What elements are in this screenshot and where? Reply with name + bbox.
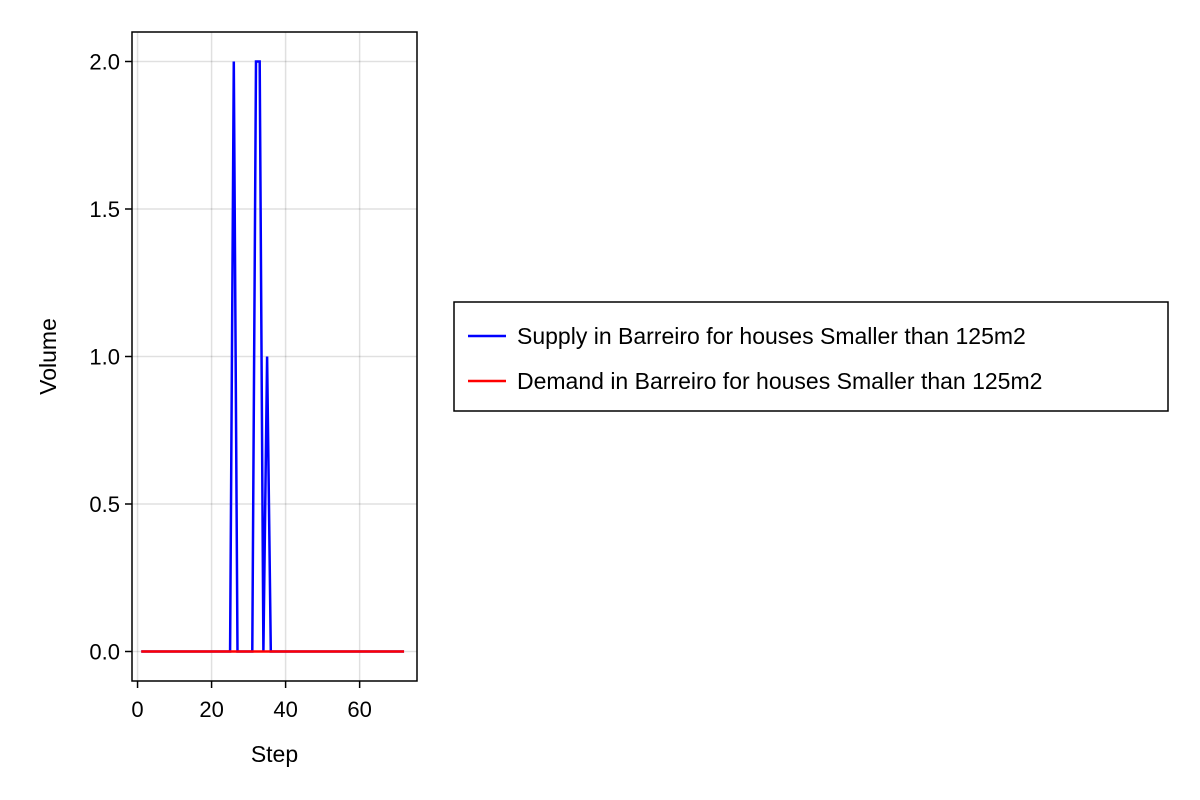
grid-lines <box>132 32 417 681</box>
legend-label-demand: Demand in Barreiro for houses Smaller th… <box>517 368 1042 394</box>
y-axis-title: Volume <box>35 318 61 395</box>
x-axis-title: Step <box>251 741 298 767</box>
x-tick-label: 60 <box>347 697 371 722</box>
x-tick-label: 20 <box>199 697 223 722</box>
legend-box <box>453 301 1169 412</box>
y-tick-label: 1.0 <box>89 345 120 370</box>
y-tick-label: 0.0 <box>89 640 120 665</box>
x-axis-ticks: 0 20 40 60 <box>131 681 372 722</box>
y-tick-label: 1.5 <box>89 197 120 222</box>
legend-label-supply: Supply in Barreiro for houses Smaller th… <box>517 323 1026 349</box>
x-tick-label: 0 <box>131 697 143 722</box>
legend: Supply in Barreiro for houses Smaller th… <box>453 301 1169 412</box>
x-tick-label: 40 <box>273 697 297 722</box>
y-tick-label: 0.5 <box>89 492 120 517</box>
y-tick-label: 2.0 <box>89 50 120 75</box>
y-axis-ticks: 0.0 0.5 1.0 1.5 2.0 <box>89 50 132 665</box>
series-lines <box>141 60 405 653</box>
